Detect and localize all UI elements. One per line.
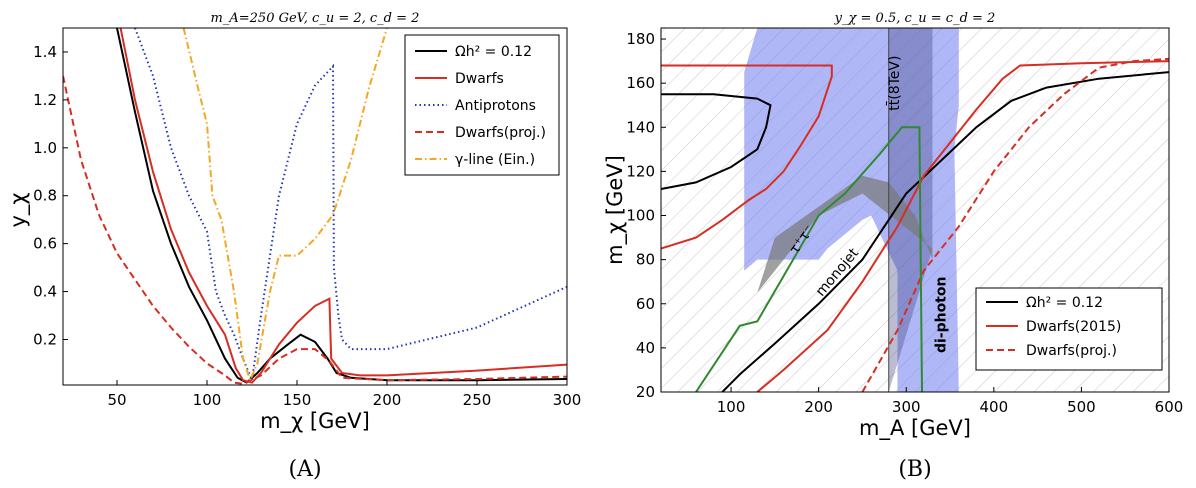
panel-a-series-0: [116, 28, 567, 384]
panel-a-ytick-label: 0.8: [33, 187, 57, 205]
panel-b-title: y_χ = 0.5, c_u = c_d = 2: [834, 11, 996, 26]
panel-b-ytick-label: 140: [626, 118, 655, 136]
panel-b-caption: (B): [898, 457, 931, 482]
panel-b: y_χ = 0.5, c_u = c_d = 2 tt̄(8TeV)τ⁺τ⁻mo…: [603, 11, 1183, 482]
panel-b-xtick-label: 500: [1067, 398, 1096, 416]
panel-b-annotation-diphoton: di-photon: [934, 277, 950, 354]
panel-a-ytick-label: 1.0: [33, 139, 57, 157]
panel-b-region-diphoton: [744, 28, 959, 392]
panel-a-ytick-label: 0.4: [33, 283, 57, 301]
panel-b-ytick-label: 180: [626, 30, 655, 48]
panel-a-xtick-label: 200: [373, 391, 402, 409]
panel-b-annotation-ttbar: tt̄(8TeV): [886, 56, 904, 111]
panel-b-series-1: [721, 71, 1169, 392]
panel-a-xtick-label: 300: [553, 391, 582, 409]
panel-b-series-4: [861, 57, 1169, 392]
panel-b-xtick-label: 100: [717, 398, 746, 416]
panel-a-title: m_A=250 GeV, c_u = 2, c_d = 2: [211, 11, 420, 26]
panel-b-frame: [660, 27, 1170, 393]
panel-b-ytick-label: 40: [636, 339, 655, 357]
panel-a-legend-label: Dwarfs(proj.): [455, 125, 546, 141]
panel-b-legend-label: Dwarfs(proj.): [1026, 343, 1117, 359]
panel-b-ytick-label: 160: [626, 74, 655, 92]
panel-b-xtick-label: 400: [980, 398, 1009, 416]
panel-b-ylabel: m_χ [GeV]: [603, 155, 628, 265]
panel-a-xtick-label: 250: [463, 391, 492, 409]
panel-b-series-3: [756, 60, 1169, 392]
panel-a-legend-label: γ-line (Ein.): [455, 152, 535, 168]
panel-a-series-3: [63, 75, 567, 385]
panel-a-legend-label: Antiprotons: [455, 98, 536, 114]
panel-a-legend: Ωh² = 0.12 Dwarfs Antiprotons Dwarfs(proj.)…: [404, 34, 560, 176]
panel-b-ytick-label: 80: [636, 251, 655, 269]
panel-a-ytick-label: 1.2: [33, 91, 57, 109]
panel-b-xtick-label: 200: [804, 398, 833, 416]
panel-b-ytick-label: 20: [636, 383, 655, 401]
panel-a-xlabel: m_χ [GeV]: [260, 409, 370, 434]
panel-b-xtick-label: 300: [892, 398, 921, 416]
panel-a-ytick-label: 1.4: [33, 43, 57, 61]
panel-a-xtick-label: 50: [107, 391, 126, 409]
panel-a-ytick-label: 0.6: [33, 235, 57, 253]
panel-a-series-1: [119, 28, 567, 384]
panel-b-ytick-label: 60: [636, 295, 655, 313]
panel-a-caption: (A): [288, 457, 321, 482]
panel-b-ytick-label: 120: [626, 162, 655, 180]
panel-a-series-2: [134, 28, 567, 384]
panel-a-frame: [62, 27, 568, 386]
panel-a-ylabel: y_χ: [6, 192, 31, 227]
panel-b-series-2: [661, 64, 833, 250]
panel-b-legend-label: Dwarfs(2015): [1026, 319, 1121, 335]
panel-a-xtick-label: 100: [193, 391, 222, 409]
panel-b-series-0: [661, 93, 772, 190]
panel-b-xlabel: m_A [GeV]: [859, 416, 971, 441]
panel-a-series-4: [182, 28, 388, 384]
panel-b-series-5: [695, 126, 923, 392]
panel-a-legend-label: Ωh² = 0.12: [455, 44, 532, 60]
panel-b-xtick-label: 600: [1155, 398, 1184, 416]
panel-a: m_A=250 GeV, c_u = 2, c_d = 2 50 100 150 20…: [6, 11, 581, 482]
panel-b-ytick-label: 100: [626, 207, 655, 225]
panel-b-legend: Ωh² = 0.12 Dwarfs(2015) Dwarfs(proj.): [975, 287, 1163, 371]
panel-a-xtick-label: 150: [283, 391, 312, 409]
panel-a-ytick-label: 0.2: [33, 330, 57, 348]
panel-b-legend-label: Ωh² = 0.12: [1026, 295, 1103, 311]
panel-a-legend-label: Dwarfs: [455, 71, 504, 87]
